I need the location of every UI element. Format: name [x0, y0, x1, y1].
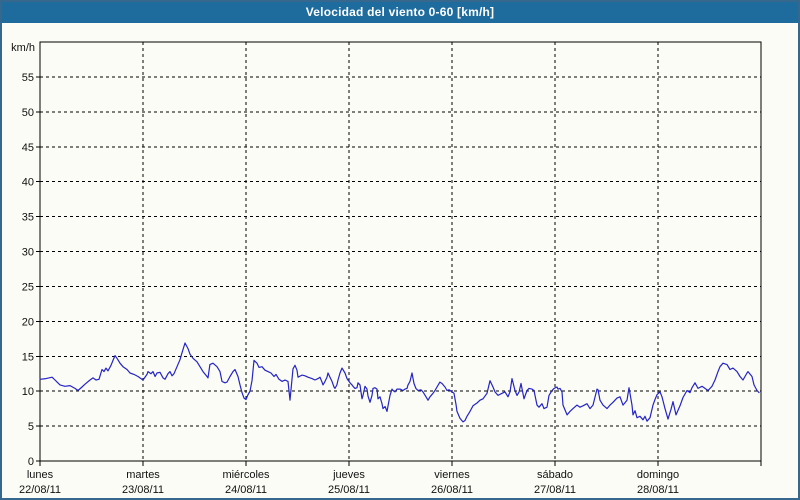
chart-area: 0 5 10 15 20 25 30 35 40 45 50 55 km/h lunes 22/08/11 m…	[2, 23, 798, 498]
y-tick-label: 40	[22, 177, 34, 189]
y-tick-label: 50	[22, 107, 34, 119]
x-date-label: 27/08/11	[534, 484, 576, 496]
x-day-label: domingo	[637, 469, 679, 481]
y-tick-label: 15	[22, 351, 34, 363]
y-tick-label: 20	[22, 316, 34, 328]
x-date-label: 26/08/11	[431, 484, 473, 496]
chart-title: Velocidad del viento 0-60 [km/h]	[305, 5, 495, 19]
y-tick-label: 30	[22, 247, 34, 259]
chart-title-bar: Velocidad del viento 0-60 [km/h]	[2, 2, 798, 23]
x-date-label: 23/08/11	[122, 484, 164, 496]
y-axis-unit-label: km/h	[11, 42, 35, 54]
x-day-label: jueves	[332, 469, 365, 481]
wind-speed-line	[39, 342, 760, 423]
x-date-label: 24/08/11	[225, 484, 267, 496]
y-tick-label: 5	[28, 421, 34, 433]
y-tick-label: 25	[22, 281, 34, 293]
y-tick-label: 10	[22, 386, 34, 398]
x-date-label: 25/08/11	[328, 484, 370, 496]
x-day-label: viernes	[434, 469, 470, 481]
y-tick-label: 45	[22, 142, 34, 154]
x-day-label: lunes	[27, 469, 54, 481]
x-date-label: 28/08/11	[637, 484, 679, 496]
y-tick-label: 35	[22, 212, 34, 224]
y-tick-label: 0	[28, 456, 34, 468]
x-day-label: sábado	[537, 469, 573, 481]
x-day-label: martes	[126, 469, 160, 481]
wind-speed-chart: 0 5 10 15 20 25 30 35 40 45 50 55 km/h lunes 22/08/11 m…	[11, 41, 762, 496]
x-day-label: miércoles	[222, 469, 270, 481]
x-date-label: 22/08/11	[19, 484, 61, 496]
y-tick-label: 55	[22, 72, 34, 84]
